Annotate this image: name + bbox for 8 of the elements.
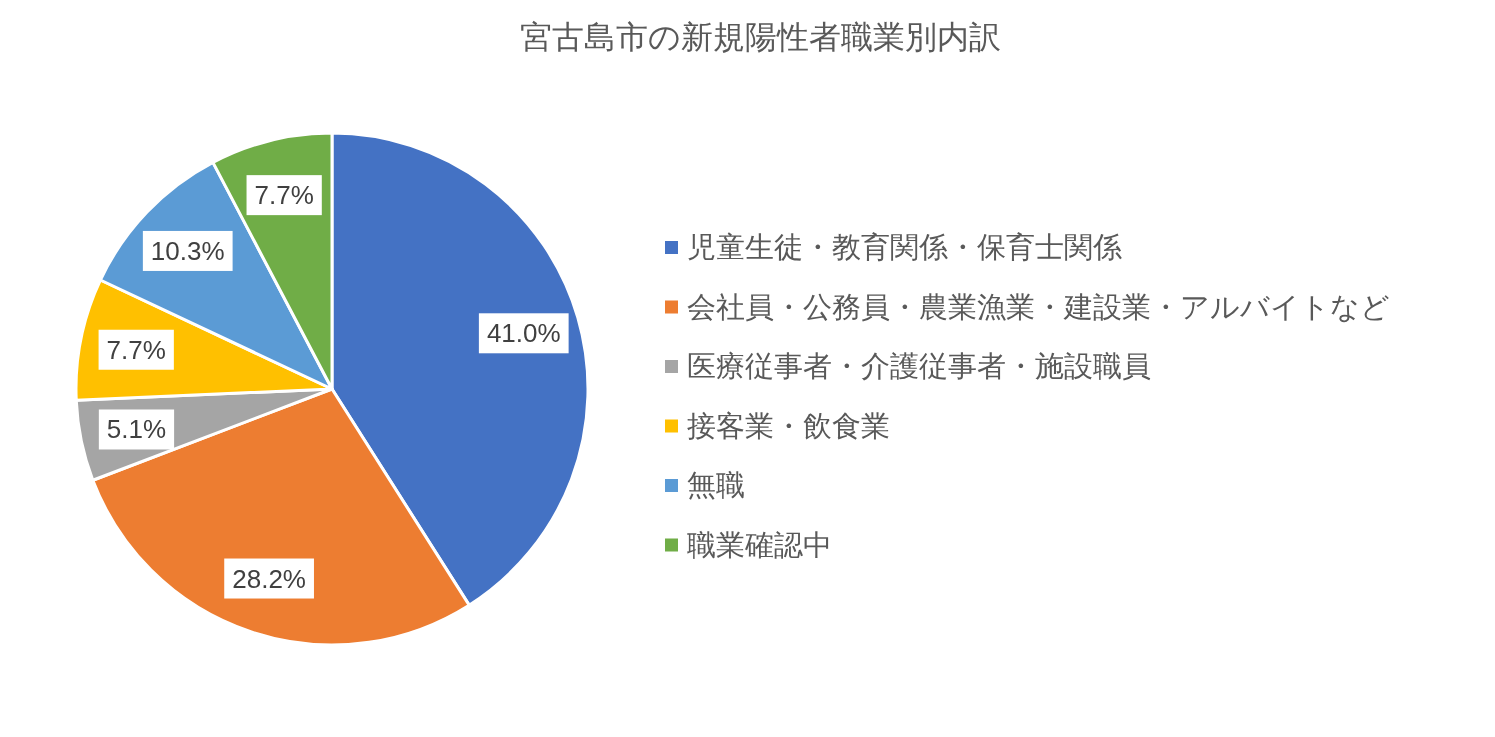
- legend-label: 無職: [687, 469, 745, 501]
- data-label: 7.7%: [106, 334, 166, 365]
- data-label: 10.3%: [150, 235, 225, 266]
- data-label: 7.7%: [254, 180, 314, 211]
- data-label: 28.2%: [232, 563, 306, 594]
- data-label: 5.1%: [106, 414, 167, 445]
- title: 宮古島市の新規陽性者職業別内訳: [519, 19, 1001, 55]
- data-label: 41.0%: [486, 318, 561, 349]
